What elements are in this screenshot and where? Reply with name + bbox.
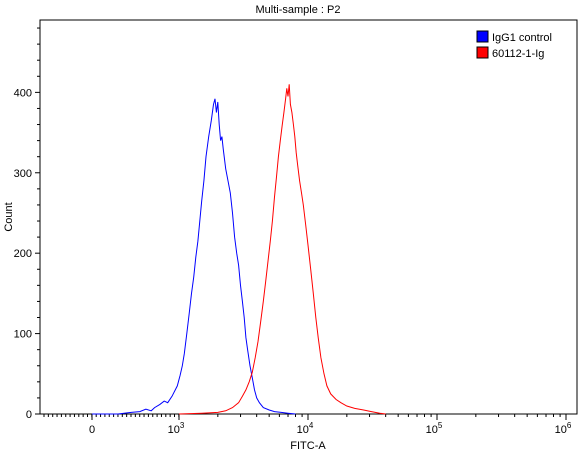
y-tick-label: 200 xyxy=(14,248,32,260)
series-line-1 xyxy=(92,98,296,415)
series-line-2 xyxy=(178,84,386,415)
y-tick-label: 400 xyxy=(14,87,32,99)
series-layer xyxy=(92,84,386,415)
x-tick-exponent: 6 xyxy=(567,421,572,430)
x-tick-exponent: 5 xyxy=(438,421,443,430)
x-tick-exponent: 3 xyxy=(180,421,185,430)
y-tick-label: 0 xyxy=(26,409,32,421)
legend-swatch-2 xyxy=(476,46,489,59)
legend-swatch-1 xyxy=(476,30,489,43)
x-axis-title: FITC-A xyxy=(290,440,326,452)
x-tick-label: 103 xyxy=(168,421,185,436)
y-axis-title: Count xyxy=(3,202,15,231)
x-tick-label: 104 xyxy=(297,421,314,436)
legend-label-1: IgG1 control xyxy=(492,32,552,44)
legend-label-2: 60112-1-Ig xyxy=(492,48,544,60)
x-axis: 0 103 104 105 106 xyxy=(43,414,572,436)
y-tick-label: 100 xyxy=(14,329,32,341)
x-tick-label: 106 xyxy=(555,421,572,436)
y-axis: 0 100 200 300 400 xyxy=(14,27,40,421)
chart-title: Multi-sample : P2 xyxy=(256,4,341,16)
x-tick-exponent: 4 xyxy=(309,421,314,430)
legend: IgG1 control 60112-1-Ig xyxy=(476,30,552,60)
x-tick-label: 105 xyxy=(426,421,443,436)
y-tick-label: 300 xyxy=(14,168,32,180)
plot-frame xyxy=(39,19,578,415)
x-tick-label: 0 xyxy=(89,424,95,436)
